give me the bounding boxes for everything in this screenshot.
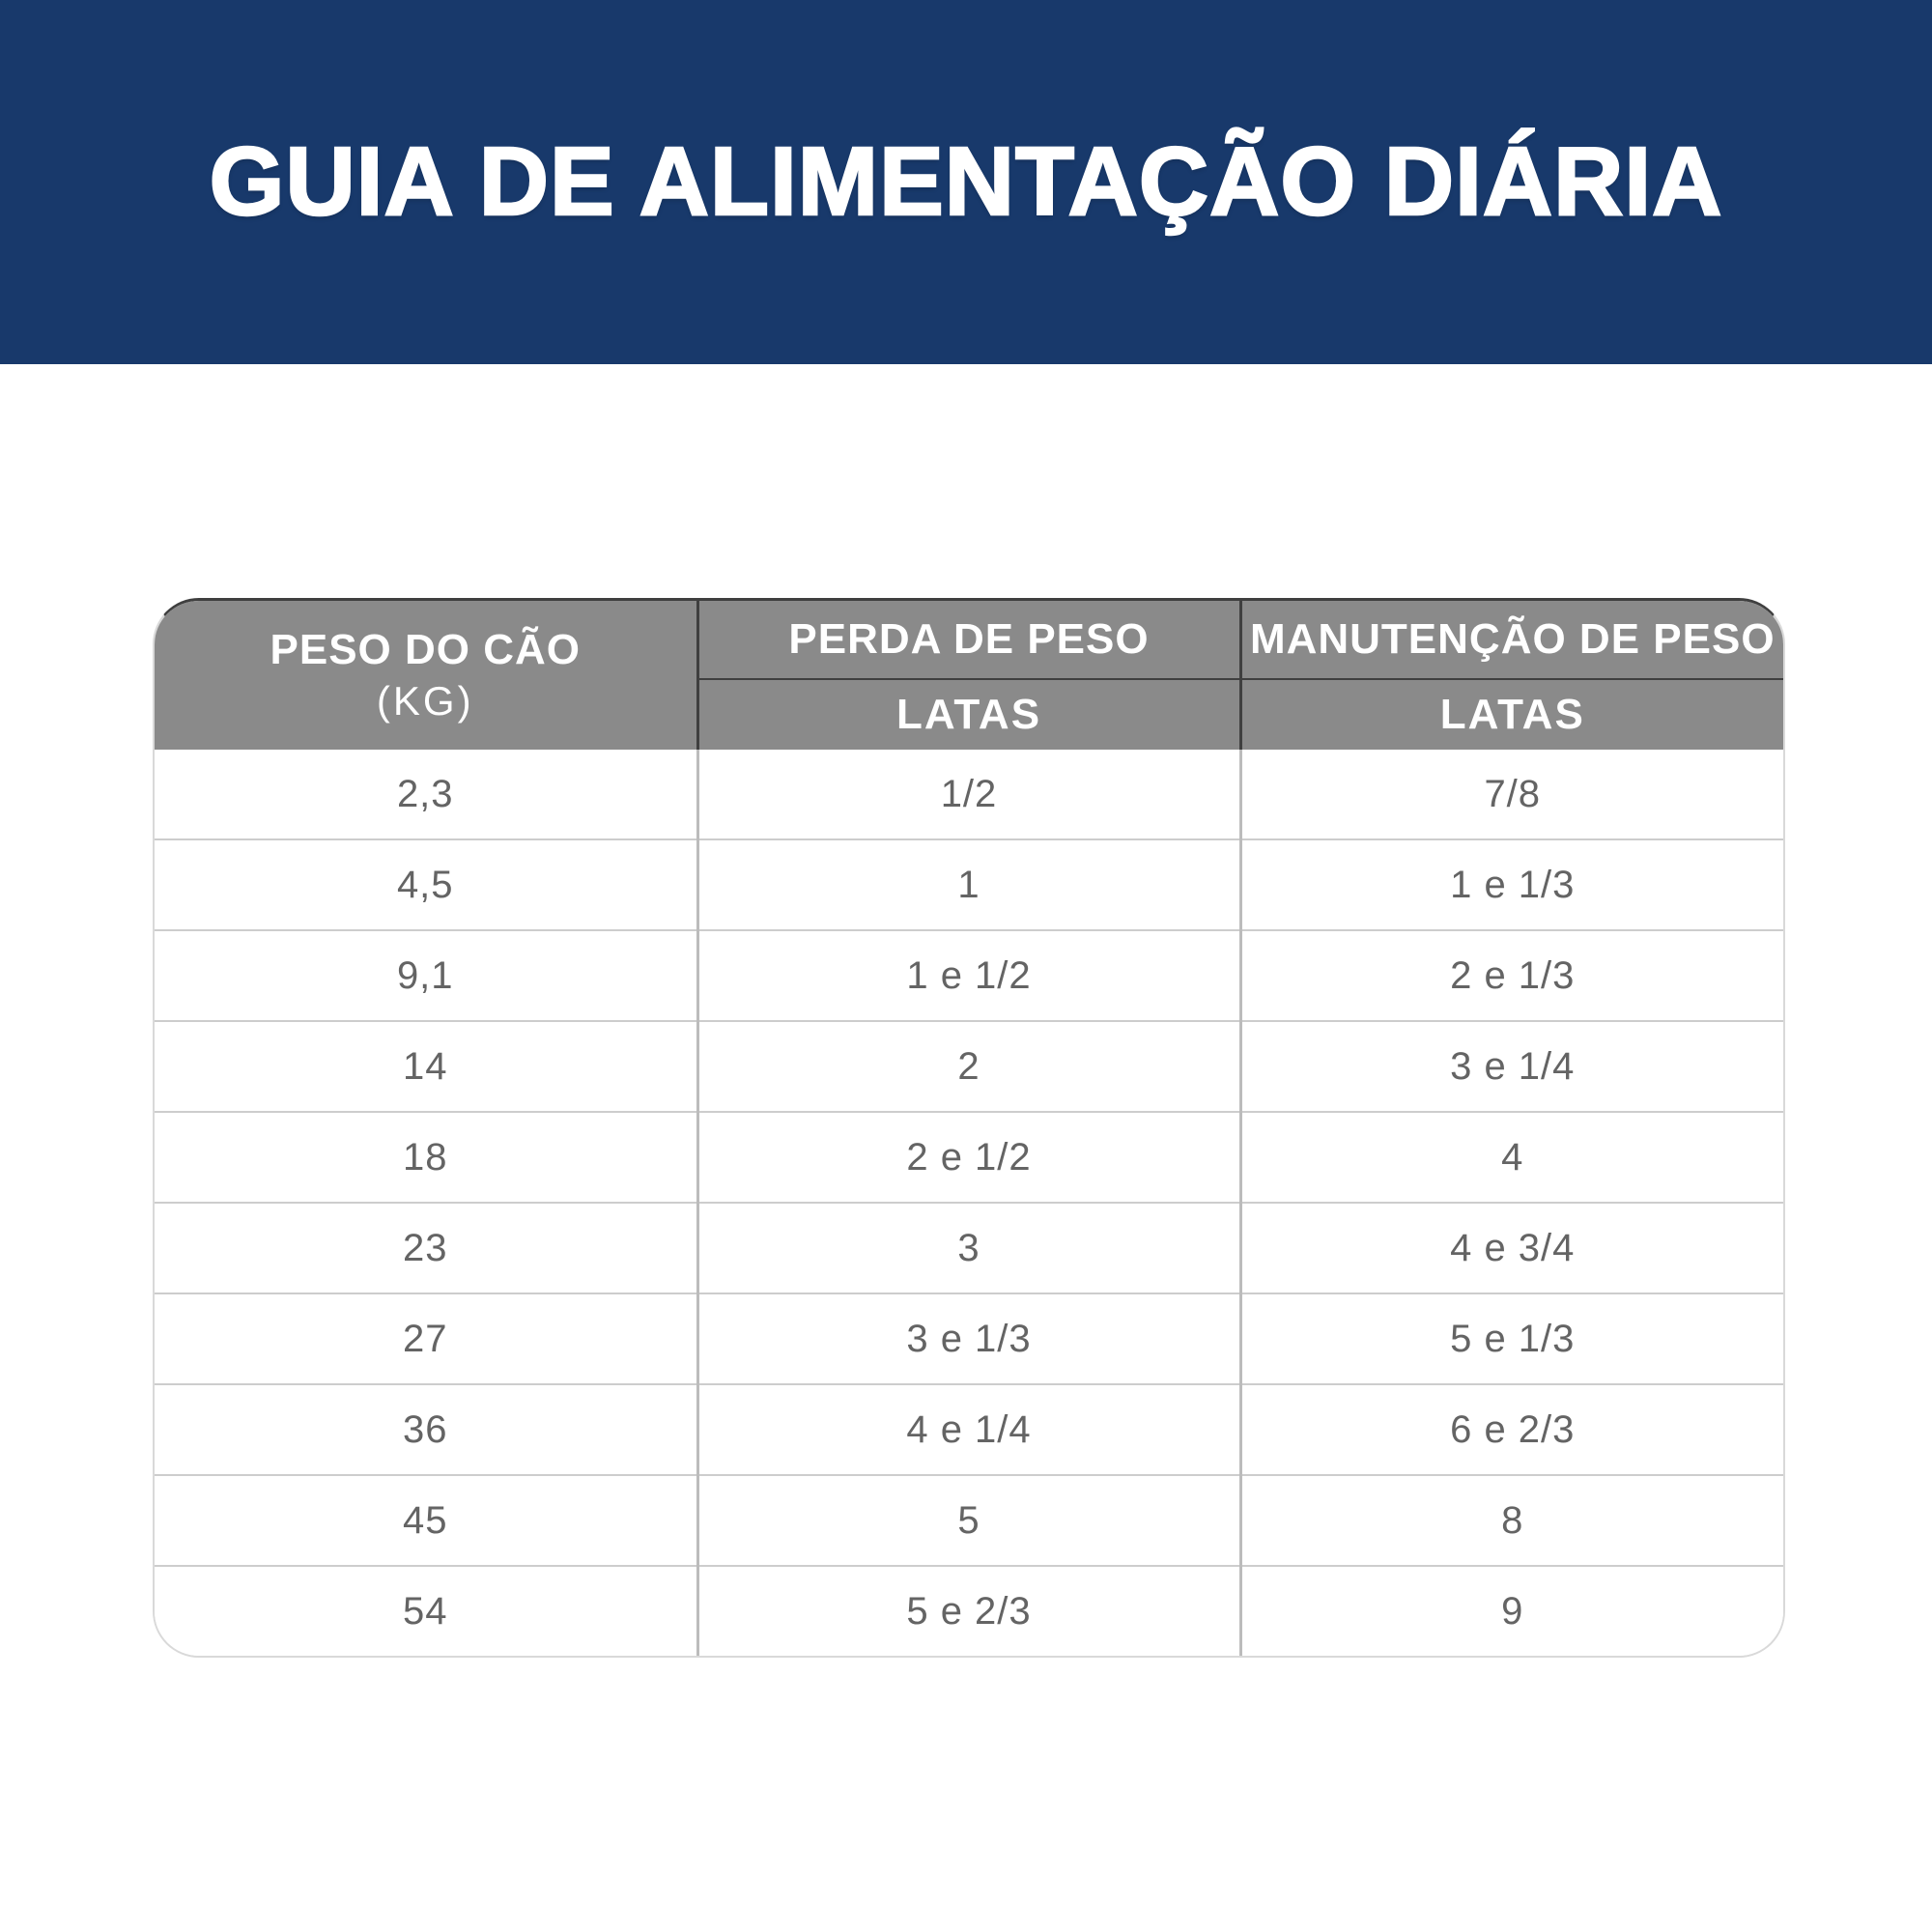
cell-maintenance-cans: 1 e 1/3 [1238, 838, 1783, 930]
column-header-dog-weight-label: PESO DO CÃO [270, 626, 581, 674]
header-row-sub: LATAS LATAS [155, 678, 1783, 750]
cell-dog-weight: 27 [155, 1293, 697, 1384]
banner: GUIA DE ALIMENTAÇÃO DIÁRIA [0, 0, 1932, 364]
cell-maintenance-cans: 9 [1238, 1565, 1783, 1656]
cell-dog-weight: 36 [155, 1383, 697, 1475]
cell-weight-loss-cans: 5 e 2/3 [696, 1565, 1240, 1656]
table-row: 54 5 e 2/3 9 [155, 1565, 1783, 1656]
subheader-loss-cans: LATAS [696, 678, 1240, 750]
cell-weight-loss-cans: 4 e 1/4 [696, 1383, 1240, 1475]
cell-maintenance-cans: 2 e 1/3 [1238, 929, 1783, 1021]
cell-dog-weight: 14 [155, 1020, 697, 1112]
subheader-maintenance-cans: LATAS [1238, 678, 1783, 750]
cell-maintenance-cans: 8 [1238, 1474, 1783, 1566]
table-header: PESO DO CÃO (KG) PERDA DE PESO MANUTENÇÃ… [155, 601, 1783, 750]
cell-weight-loss-cans: 1 e 1/2 [696, 929, 1240, 1021]
cell-dog-weight: 45 [155, 1474, 697, 1566]
cell-maintenance-cans: 6 e 2/3 [1238, 1383, 1783, 1475]
column-header-dog-weight: PESO DO CÃO (KG) [155, 601, 697, 750]
cell-weight-loss-cans: 5 [696, 1474, 1240, 1566]
cell-dog-weight: 18 [155, 1111, 697, 1203]
cell-weight-loss-cans: 1/2 [696, 750, 1240, 839]
table-row: 4,5 1 1 e 1/3 [155, 838, 1783, 930]
table-row: 23 3 4 e 3/4 [155, 1202, 1783, 1293]
table-row: 14 2 3 e 1/4 [155, 1020, 1783, 1112]
page-title: GUIA DE ALIMENTAÇÃO DIÁRIA [208, 127, 1723, 238]
table-row: 45 5 8 [155, 1474, 1783, 1566]
cell-weight-loss-cans: 2 e 1/2 [696, 1111, 1240, 1203]
table-row: 36 4 e 1/4 6 e 2/3 [155, 1383, 1783, 1475]
table-row: 9,1 1 e 1/2 2 e 1/3 [155, 929, 1783, 1021]
column-header-weight-loss: PERDA DE PESO [696, 601, 1240, 679]
cell-weight-loss-cans: 2 [696, 1020, 1240, 1112]
header-row-main: PESO DO CÃO (KG) PERDA DE PESO MANUTENÇÃ… [155, 601, 1783, 750]
cell-maintenance-cans: 5 e 1/3 [1238, 1293, 1783, 1384]
table-row: 27 3 e 1/3 5 e 1/3 [155, 1293, 1783, 1384]
table-row: 2,3 1/2 7/8 [155, 750, 1783, 839]
feeding-guide-table-container: PESO DO CÃO (KG) PERDA DE PESO MANUTENÇÃ… [153, 598, 1785, 1658]
column-header-weight-maintenance: MANUTENÇÃO DE PESO [1238, 601, 1783, 679]
cell-weight-loss-cans: 1 [696, 838, 1240, 930]
cell-dog-weight: 54 [155, 1565, 697, 1656]
cell-maintenance-cans: 3 e 1/4 [1238, 1020, 1783, 1112]
cell-dog-weight: 9,1 [155, 929, 697, 1021]
cell-weight-loss-cans: 3 e 1/3 [696, 1293, 1240, 1384]
cell-maintenance-cans: 4 [1238, 1111, 1783, 1203]
cell-dog-weight: 23 [155, 1202, 697, 1293]
cell-weight-loss-cans: 3 [696, 1202, 1240, 1293]
cell-maintenance-cans: 4 e 3/4 [1238, 1202, 1783, 1293]
column-header-dog-weight-unit: (KG) [376, 678, 474, 724]
cell-maintenance-cans: 7/8 [1238, 750, 1783, 839]
table-row: 18 2 e 1/2 4 [155, 1111, 1783, 1203]
table-body: 2,3 1/2 7/8 4,5 1 1 e 1/3 9,1 1 e 1/2 2 … [155, 750, 1783, 1656]
feeding-guide-table: PESO DO CÃO (KG) PERDA DE PESO MANUTENÇÃ… [155, 601, 1783, 1656]
cell-dog-weight: 2,3 [155, 750, 697, 839]
cell-dog-weight: 4,5 [155, 838, 697, 930]
